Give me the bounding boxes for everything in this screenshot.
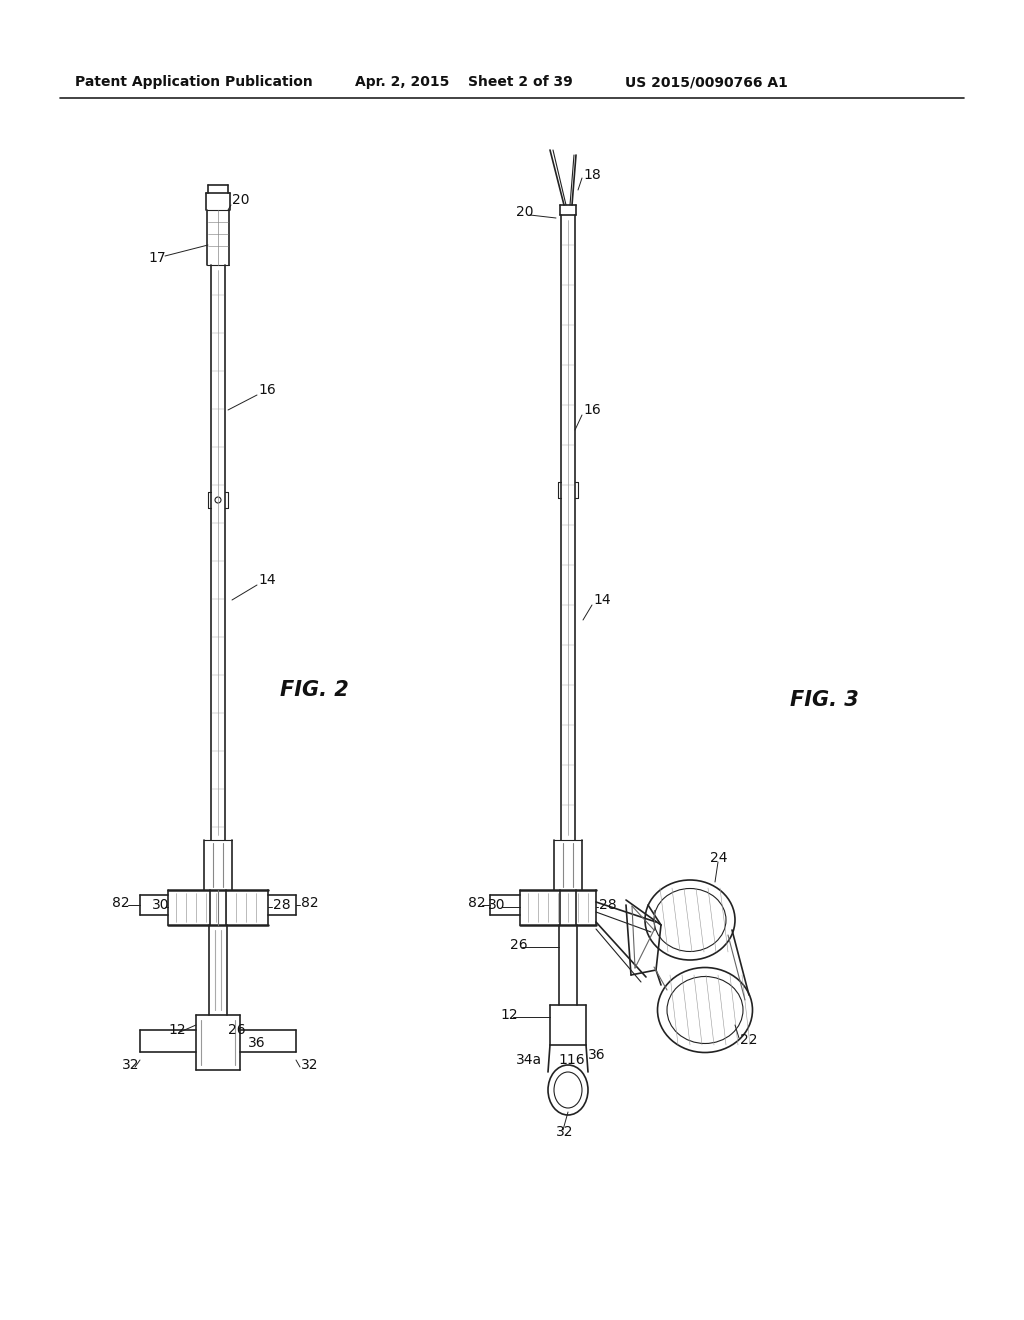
- Text: Patent Application Publication: Patent Application Publication: [75, 75, 312, 88]
- Text: 28: 28: [599, 898, 616, 912]
- Text: 17: 17: [148, 251, 166, 265]
- Text: 26: 26: [510, 939, 527, 952]
- Text: 34a: 34a: [516, 1053, 542, 1067]
- Text: 116: 116: [558, 1053, 585, 1067]
- Text: 20: 20: [232, 193, 250, 207]
- Text: 16: 16: [583, 403, 601, 417]
- Text: 30: 30: [152, 898, 170, 912]
- Text: 82: 82: [112, 896, 130, 909]
- Text: 12: 12: [168, 1023, 185, 1038]
- Text: 22: 22: [740, 1034, 758, 1047]
- Text: 16: 16: [258, 383, 275, 397]
- Text: FIG. 3: FIG. 3: [790, 690, 859, 710]
- Text: 14: 14: [593, 593, 610, 607]
- Text: 32: 32: [556, 1125, 573, 1139]
- Text: 28: 28: [273, 898, 291, 912]
- Text: 36: 36: [588, 1048, 605, 1063]
- Text: FIG. 2: FIG. 2: [280, 680, 349, 700]
- Text: 32: 32: [122, 1059, 139, 1072]
- Text: 82: 82: [301, 896, 318, 909]
- Text: 32: 32: [301, 1059, 318, 1072]
- Text: 82: 82: [468, 896, 485, 909]
- Text: Apr. 2, 2015: Apr. 2, 2015: [355, 75, 450, 88]
- Text: 20: 20: [516, 205, 534, 219]
- Text: 26: 26: [228, 1023, 246, 1038]
- Text: Sheet 2 of 39: Sheet 2 of 39: [468, 75, 572, 88]
- Text: 18: 18: [583, 168, 601, 182]
- Text: 24: 24: [710, 851, 727, 865]
- Text: 14: 14: [258, 573, 275, 587]
- Text: 30: 30: [488, 898, 506, 912]
- Text: 12: 12: [500, 1008, 517, 1022]
- Text: 36: 36: [248, 1036, 265, 1049]
- Text: US 2015/0090766 A1: US 2015/0090766 A1: [625, 75, 787, 88]
